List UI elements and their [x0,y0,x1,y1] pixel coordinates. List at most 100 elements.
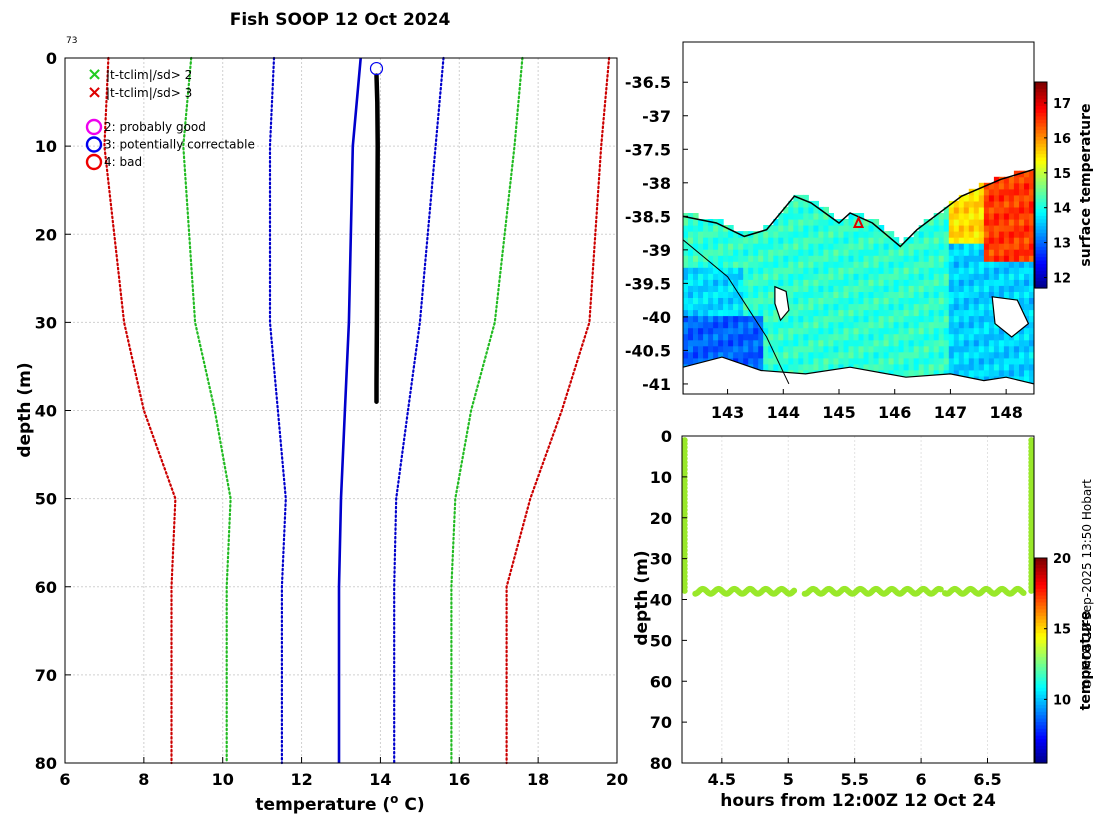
sst-cell [968,345,975,353]
sst-cell [723,285,729,292]
sst-cell [753,333,759,341]
colorbar-segment [1035,264,1047,268]
sst-cell [878,303,885,311]
sst-cell [758,297,764,305]
sst-cell [788,261,794,268]
sst-cell [943,363,950,371]
sst-cell [853,315,860,323]
sst-cell [933,285,940,292]
sst-cell [688,327,694,335]
sst-cell [768,357,774,365]
sst-cell [818,279,824,286]
colorbar-segment [1035,112,1047,117]
sst-cell [958,291,965,298]
sst-cell [893,237,900,244]
sst-cell [883,363,890,371]
ship-track [683,239,790,385]
profile-line-clim-2sd-high [450,56,524,765]
sst-cell [933,345,940,353]
sst-cell [803,231,809,238]
sst-cell [683,285,689,292]
colorbar-segment [1035,657,1047,662]
sst-cell [733,291,739,298]
sst-cell [898,369,905,377]
sst-cell [713,315,719,323]
sst-cell [963,327,970,335]
sst-cell [808,363,814,371]
sst-cell [998,363,1005,371]
sst-cell [848,297,855,305]
sst-cell [958,351,965,359]
sst-cell [843,279,850,286]
sst-cell [753,339,759,347]
sst-cell [793,345,799,353]
sst-cell [683,321,689,329]
sst-cell [788,363,794,371]
sst-cell [848,267,855,274]
sst-cell [698,261,704,268]
sst-cell [818,237,824,244]
sst-cell [1003,333,1010,341]
colorbar-tick-label: 10 [1053,693,1071,708]
sst-cell [843,231,850,238]
sst-cell [788,351,794,359]
sst-cell [993,279,1000,286]
sst-cell [958,345,965,353]
sst-cell [988,206,995,214]
colorbar-segment [1035,578,1047,583]
colorbar-segment [1035,116,1047,121]
sst-cell [968,297,975,305]
sst-cell [818,297,824,305]
scatter-point [1028,587,1035,594]
sst-cell [948,243,955,250]
sst-cell [768,267,774,274]
sst-cell [743,315,749,323]
colorbar-segment [1035,109,1047,114]
sst-cell [748,321,754,329]
sst-cell [903,279,910,286]
sst-cell [828,321,834,329]
sst-cell [998,219,1005,226]
sst-cell [858,303,865,311]
sst-cell [938,309,945,317]
sst-cell [943,303,950,311]
sst-cell [718,303,724,311]
sst-cell [963,237,970,244]
sst-cell [968,267,975,274]
sst-cell [968,285,975,292]
sst-cell [988,243,995,250]
sst-cell [743,279,749,286]
colorbar-segment [1035,250,1047,255]
sst-cell [923,369,930,377]
sst-cell [728,327,734,335]
sst-cell [973,363,980,371]
sst-cell [698,225,704,232]
sst-cell [788,327,794,335]
sst-cell [783,225,789,232]
map-xtick-label: 144 [767,403,800,422]
colorbar-segment [1035,735,1047,740]
sst-cell [843,297,850,305]
scatter-point [681,587,688,594]
sst-cell [793,279,799,286]
sst-cell [873,219,880,226]
sst-cell [733,249,739,256]
colorbar-segment [1035,92,1047,97]
sst-cell [958,369,965,377]
sst-cell [943,237,950,244]
sst-cell [1029,321,1034,329]
sst-cell [938,363,945,371]
sst-cell [948,303,955,311]
sst-cell [688,285,694,292]
sst-cell [963,273,970,280]
sst-cell [853,357,860,365]
sst-cell [718,255,724,262]
sst-cell [948,327,955,335]
sst-cell [818,231,824,238]
sst-cell [808,279,814,286]
sst-cell [1008,285,1015,292]
sst-cell [823,327,829,335]
sst-cell [698,309,704,317]
sst-cell [968,213,975,220]
sst-cell [883,243,890,250]
